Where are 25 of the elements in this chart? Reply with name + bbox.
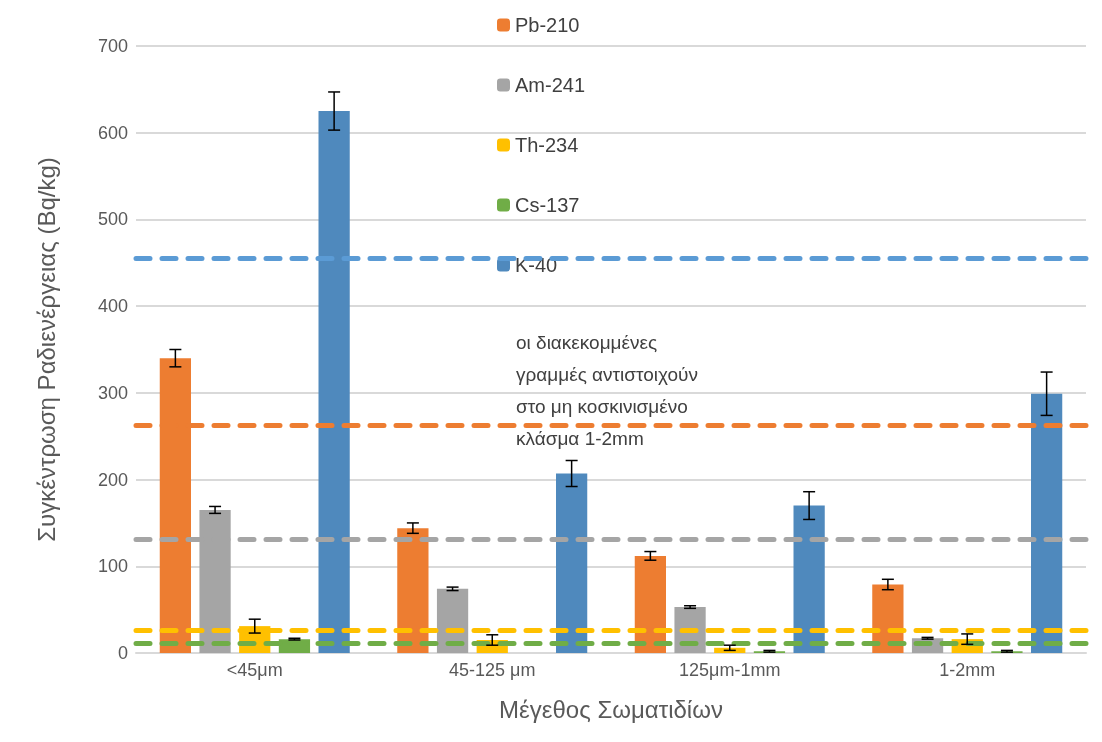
- bar: [556, 473, 588, 653]
- y-axis-title: Συγκέντρωση Ραδιενέργειας (Bq/kg): [32, 157, 60, 542]
- bar: [397, 528, 429, 653]
- x-tick-label: <45μm: [226, 660, 283, 680]
- y-tick-label: 700: [97, 36, 128, 56]
- y-tick-label: 300: [97, 382, 128, 403]
- legend-label: Pb-210: [515, 14, 580, 36]
- y-tick-label: 500: [97, 209, 128, 230]
- y-tick-label: 200: [97, 469, 128, 490]
- legend-label: Cs-137: [515, 194, 580, 216]
- annotation: οι διακεκομμένες γραμμές αντιστοιχούν στο μη κοσκινισμένο κλάσμα 1-2mm: [516, 331, 704, 449]
- y-tick-label: 0: [117, 643, 128, 663]
- bar: [1031, 393, 1063, 653]
- x-axis-title: Μέγεθος Σωματιδίων: [499, 695, 723, 723]
- y-tick-label: 400: [97, 296, 128, 317]
- y-tick-label: 600: [97, 122, 128, 143]
- bar: [318, 111, 350, 653]
- x-tick-label: 125μm-1mm: [679, 660, 781, 680]
- x-tick-label: 45-125 μm: [449, 660, 536, 680]
- bar: [634, 555, 666, 653]
- bar: [793, 505, 825, 653]
- y-tick-label: 100: [97, 556, 128, 577]
- legend-label: Am-241: [515, 74, 586, 96]
- x-tick-label: 1-2mm: [939, 660, 996, 680]
- legend-label: Th-234: [515, 134, 579, 156]
